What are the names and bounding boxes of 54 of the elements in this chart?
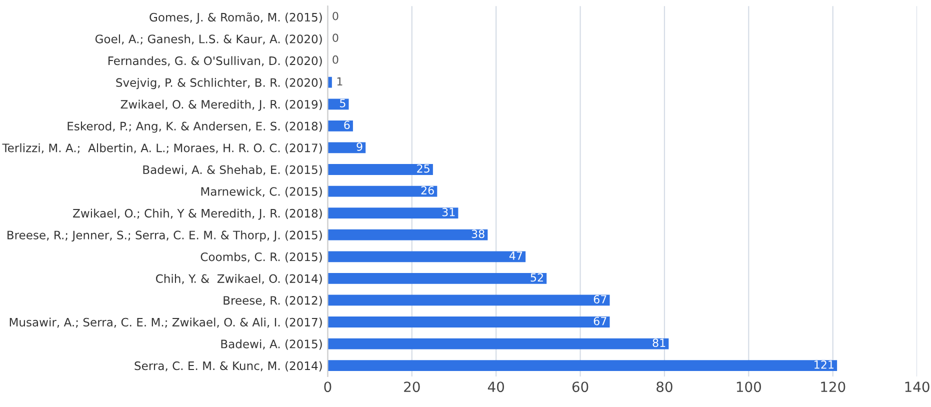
data-label: 0 (332, 34, 338, 42)
y-tick-label: Chih, Y. & Zwikael, O. (2014) (156, 274, 322, 284)
data-label: 0 (332, 12, 338, 20)
data-label: 1 (337, 77, 342, 86)
y-tick-label: Zwikael, O.; Chih, Y & Meredith, J. R. (2018) (73, 208, 322, 220)
bar (328, 294, 610, 306)
x-tick-label: 140 (905, 382, 930, 392)
y-tick-label: Breese, R. (2012) (224, 296, 322, 306)
bar (328, 120, 353, 132)
bar (328, 229, 488, 240)
data-label: 67 (594, 295, 606, 304)
data-label: 26 (421, 186, 434, 195)
y-tick-label: Badewi, A. & Shehab, E. (2015) (143, 165, 322, 176)
data-label: 38 (472, 230, 484, 238)
bar (328, 360, 838, 372)
y-tick-label: Eskerod, P.; Ang, K. & Andersen, E. S. (2018) (68, 122, 322, 133)
y-tick-label: Serra, C. E. M. & Kunc, M. (2014) (134, 361, 322, 372)
y-tick-label: Breese, R.; Jenner, S.; Serra, C. E. M. & Thorp, J. (2015) (8, 230, 322, 242)
x-tick-label: 100 (736, 382, 761, 392)
x-tick-label: 0 (324, 382, 332, 392)
y-tick-label: Zwikael, O. & Meredith, J. R. (2019) (120, 100, 322, 111)
bar (328, 98, 349, 110)
y-tick-label: Badewi, A. (2015) (221, 339, 322, 350)
data-label: 9 (356, 142, 362, 151)
y-tick-label: Fernandes, G. & O'Sullivan, D. (2020) (108, 56, 322, 66)
x-tick-label: 20 (404, 382, 420, 392)
data-label: 0 (332, 55, 338, 64)
bar (328, 186, 438, 197)
bar (328, 316, 610, 328)
y-tick-label: Musawir, A.; Serra, C. E. M.; Zwikael, O. & Ali, I. (2017) (10, 318, 322, 328)
data-label: 31 (442, 208, 455, 216)
x-tick-label: 80 (656, 382, 672, 392)
y-tick-label: Svejvig, P. & Schlichter, B. R. (2020) (116, 78, 322, 90)
data-label: 67 (594, 316, 606, 326)
bar (328, 272, 547, 284)
bar (328, 164, 433, 175)
data-label: 5 (340, 99, 346, 108)
data-label: 47 (509, 252, 522, 260)
y-tick-label: Terlizzi, M. A.; Albertin, A. L.; Moraes, H. R. O. C. (2017) (2, 143, 322, 154)
data-label: 121 (814, 360, 834, 369)
bar (328, 338, 669, 350)
data-label: 52 (530, 273, 543, 282)
bar (328, 208, 458, 219)
y-tick-label: Marnewick, C. (2015) (201, 186, 322, 198)
data-label: 81 (652, 338, 666, 348)
y-tick-label: Coombs, C. R. (2015) (200, 252, 322, 263)
y-tick-label: Gomes, J. & Romão, M. (2015) (150, 12, 322, 24)
y-tick-label: Goel, A.; Ganesh, L.S. & Kaur, A. (2020) (95, 34, 322, 45)
x-tick-label: 60 (572, 382, 588, 392)
data-label: 6 (344, 120, 350, 130)
x-tick-label: 120 (821, 382, 846, 392)
x-tick-label: 40 (488, 382, 504, 392)
data-label: 25 (417, 164, 430, 173)
bar (328, 251, 526, 262)
